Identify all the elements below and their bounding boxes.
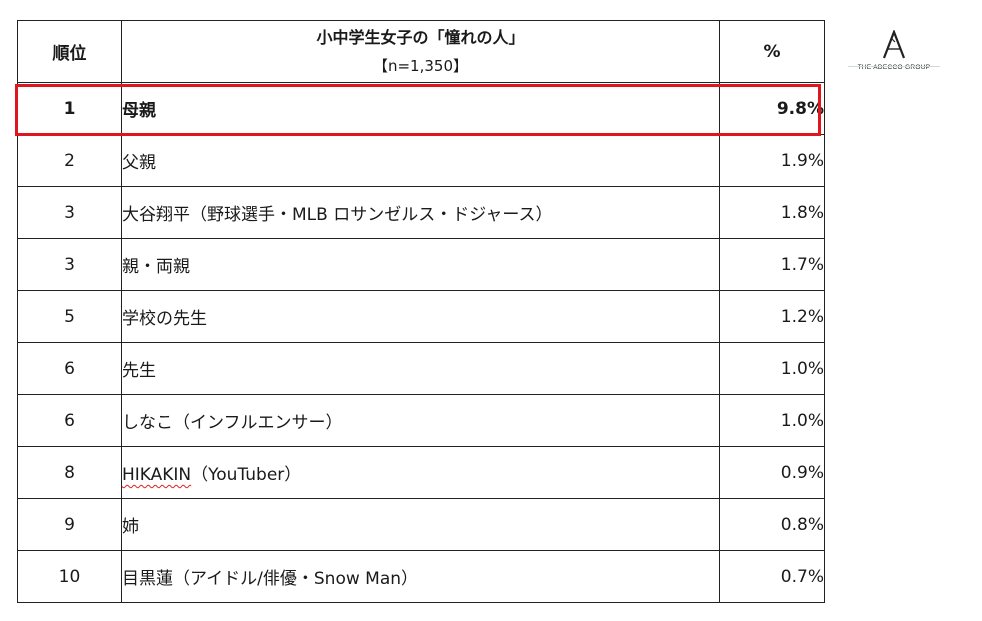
rank-cell: 3 [17,238,122,291]
header-percent: % [719,20,825,83]
rank-cell: 8 [17,446,122,499]
name-cell: 目黒蓮（アイドル/俳優・Snow Man） [121,550,720,603]
rank-cell: 3 [17,186,122,239]
table-row: 1 母親 9.8% [17,82,825,135]
name-cell: 先生 [121,342,720,395]
name-cell: 父親 [121,134,720,187]
ranking-table: 順位 小中学生女子の「憧れの人」 【n=1,350】 % 1 母親 9.8% 2… [17,20,825,603]
table-row: 6 先生 1.0% [17,342,825,395]
header-title-cell: 小中学生女子の「憧れの人」 【n=1,350】 [121,20,720,83]
table-row: 8 HIKAKIN（YouTuber） 0.9% [17,446,825,499]
rank-cell: 5 [17,290,122,343]
rank-cell: 2 [17,134,122,187]
name-sub: （YouTuber） [191,465,302,485]
table-row: 5 学校の先生 1.2% [17,290,825,343]
name-cell: 姉 [121,498,720,551]
table-title: 小中学生女子の「憧れの人」 [316,27,525,47]
name-cell: HIKAKIN（YouTuber） [121,446,720,499]
percent-cell: 1.0% [719,394,825,447]
name-main: HIKAKIN [122,465,192,485]
percent-cell: 1.7% [719,238,825,291]
percent-cell: 1.2% [719,290,825,343]
percent-cell: 1.9% [719,134,825,187]
name-cell: 大谷翔平（野球選手・MLB ロサンゼルス・ドジャース） [121,186,720,239]
adecco-logo: THE ADECCO GROUP [848,30,940,82]
table-row: 3 親・両親 1.7% [17,238,825,291]
percent-cell: 0.7% [719,550,825,603]
percent-cell: 1.0% [719,342,825,395]
table-row: 10 目黒蓮（アイドル/俳優・Snow Man） 0.7% [17,550,825,603]
name-cell: 学校の先生 [121,290,720,343]
table-row: 3 大谷翔平（野球選手・MLB ロサンゼルス・ドジャース） 1.8% [17,186,825,239]
name-cell: 母親 [121,82,720,135]
rank-cell: 1 [17,82,122,135]
percent-cell: 0.9% [719,446,825,499]
percent-cell: 1.8% [719,186,825,239]
rank-cell: 6 [17,342,122,395]
rank-cell: 9 [17,498,122,551]
header-rank: 順位 [17,20,122,83]
table-row: 2 父親 1.9% [17,134,825,187]
percent-cell: 9.8% [719,82,825,135]
logo-wordmark: THE ADECCO GROUP [857,64,931,71]
table-row: 9 姉 0.8% [17,498,825,551]
rank-cell: 6 [17,394,122,447]
table-row: 6 しなこ（インフルエンサー） 1.0% [17,394,825,447]
name-cell: 親・両親 [121,238,720,291]
percent-cell: 0.8% [719,498,825,551]
adecco-a-icon [882,30,906,59]
name-cell: しなこ（インフルエンサー） [121,394,720,447]
table-header-row: 順位 小中学生女子の「憧れの人」 【n=1,350】 % [17,20,825,83]
sample-size: 【n=1,350】 [372,56,469,75]
logo-divider [848,66,940,67]
rank-cell: 10 [17,550,122,603]
